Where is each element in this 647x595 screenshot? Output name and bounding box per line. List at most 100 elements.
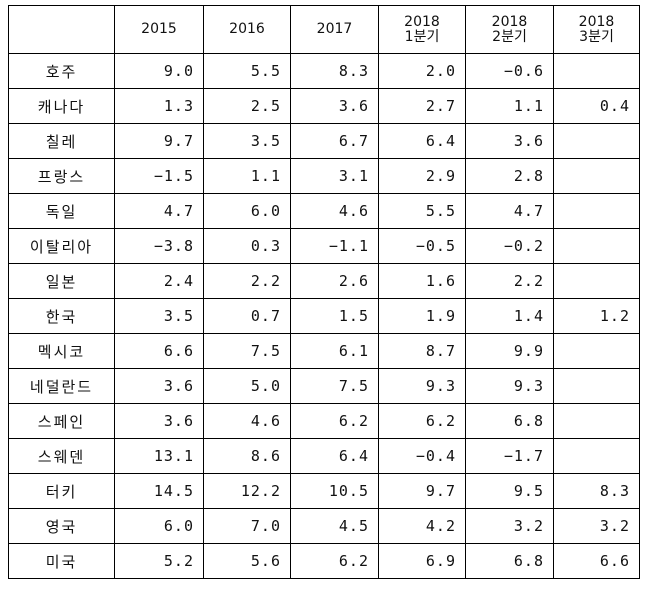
country-name-cell: 호주	[8, 53, 115, 89]
value-cell: 1.1	[465, 88, 554, 124]
value-cell: 4.7	[465, 193, 554, 229]
value-cell: 2.7	[378, 88, 466, 124]
value-cell: 4.5	[290, 508, 379, 544]
value-cell: 6.4	[378, 123, 466, 159]
table-row: 캐나다 1.3 2.5 3.6 2.7 1.1 0.4	[8, 88, 640, 124]
value-cell: 13.1	[114, 438, 204, 474]
value-cell: −3.8	[114, 228, 204, 264]
value-cell: 6.6	[553, 543, 640, 579]
country-name-cell: 스페인	[8, 403, 115, 439]
value-cell: 1.5	[290, 298, 379, 334]
header-cell-2018-q1: 2018 1분기	[378, 5, 466, 54]
value-cell: 4.6	[290, 193, 379, 229]
value-cell: −0.2	[465, 228, 554, 264]
table-row: 호주 9.0 5.5 8.3 2.0 −0.6	[8, 53, 640, 89]
value-cell	[553, 123, 640, 159]
header-row: 2015 2016 2017 2018 1분기 2018 2분기 2018 3분기	[8, 5, 640, 54]
value-cell: 10.5	[290, 473, 379, 509]
data-table-container: 2015 2016 2017 2018 1분기 2018 2분기 2018 3분기	[8, 5, 640, 579]
value-cell: 9.0	[114, 53, 204, 89]
value-cell: 3.5	[203, 123, 291, 159]
value-cell	[553, 438, 640, 474]
table-row: 독일 4.7 6.0 4.6 5.5 4.7	[8, 193, 640, 229]
value-cell: 8.7	[378, 333, 466, 369]
value-cell: 5.5	[378, 193, 466, 229]
value-cell: −0.6	[465, 53, 554, 89]
value-cell: 3.2	[465, 508, 554, 544]
country-name-cell: 이탈리아	[8, 228, 115, 264]
value-cell: 5.6	[203, 543, 291, 579]
table-row: 스웨덴 13.1 8.6 6.4 −0.4 −1.7	[8, 438, 640, 474]
table-row: 일본 2.4 2.2 2.6 1.6 2.2	[8, 263, 640, 299]
value-cell: 0.4	[553, 88, 640, 124]
header-cell-2016: 2016	[203, 5, 291, 54]
value-cell: 2.2	[203, 263, 291, 299]
value-cell: 1.3	[114, 88, 204, 124]
header-cell-2017: 2017	[290, 5, 379, 54]
value-cell: 2.6	[290, 263, 379, 299]
table-row: 멕시코 6.6 7.5 6.1 8.7 9.9	[8, 333, 640, 369]
value-cell: 6.7	[290, 123, 379, 159]
value-cell: 9.3	[378, 368, 466, 404]
header-cell-2018-q3: 2018 3분기	[553, 5, 640, 54]
value-cell: 9.3	[465, 368, 554, 404]
table-row: 영국 6.0 7.0 4.5 4.2 3.2 3.2	[8, 508, 640, 544]
value-cell: 6.8	[465, 403, 554, 439]
value-cell: 6.2	[290, 403, 379, 439]
country-name-cell: 프랑스	[8, 158, 115, 194]
value-cell: 3.6	[290, 88, 379, 124]
value-cell: 1.1	[203, 158, 291, 194]
value-cell: 5.0	[203, 368, 291, 404]
country-name-cell: 캐나다	[8, 88, 115, 124]
value-cell: 3.6	[465, 123, 554, 159]
value-cell	[553, 53, 640, 89]
value-cell: −1.5	[114, 158, 204, 194]
value-cell: −0.4	[378, 438, 466, 474]
value-cell: 9.5	[465, 473, 554, 509]
country-name-cell: 영국	[8, 508, 115, 544]
table-row: 한국 3.5 0.7 1.5 1.9 1.4 1.2	[8, 298, 640, 334]
table-row: 터키 14.5 12.2 10.5 9.7 9.5 8.3	[8, 473, 640, 509]
value-cell: 2.2	[465, 263, 554, 299]
value-cell: 3.5	[114, 298, 204, 334]
country-name-cell: 미국	[8, 543, 115, 579]
value-cell: 7.5	[290, 368, 379, 404]
value-cell: 9.7	[114, 123, 204, 159]
country-name-cell: 스웨덴	[8, 438, 115, 474]
value-cell: −1.7	[465, 438, 554, 474]
value-cell: 6.4	[290, 438, 379, 474]
value-cell	[553, 263, 640, 299]
value-cell: 1.9	[378, 298, 466, 334]
data-table: 2015 2016 2017 2018 1분기 2018 2분기 2018 3분기	[8, 5, 640, 579]
value-cell: 4.2	[378, 508, 466, 544]
country-name-cell: 칠레	[8, 123, 115, 159]
country-name-cell: 터키	[8, 473, 115, 509]
value-cell: 2.0	[378, 53, 466, 89]
header-cell-corner	[8, 5, 115, 54]
value-cell: 2.9	[378, 158, 466, 194]
table-row: 네덜란드 3.6 5.0 7.5 9.3 9.3	[8, 368, 640, 404]
value-cell: 3.6	[114, 368, 204, 404]
value-cell	[553, 333, 640, 369]
value-cell: 8.3	[553, 473, 640, 509]
value-cell: 1.4	[465, 298, 554, 334]
value-cell: 4.6	[203, 403, 291, 439]
country-name-cell: 독일	[8, 193, 115, 229]
value-cell: 4.7	[114, 193, 204, 229]
value-cell: 12.2	[203, 473, 291, 509]
value-cell	[553, 368, 640, 404]
value-cell	[553, 193, 640, 229]
value-cell: 0.3	[203, 228, 291, 264]
value-cell: 6.9	[378, 543, 466, 579]
country-name-cell: 네덜란드	[8, 368, 115, 404]
value-cell	[553, 158, 640, 194]
table-row: 미국 5.2 5.6 6.2 6.9 6.8 6.6	[8, 543, 640, 579]
value-cell: 2.5	[203, 88, 291, 124]
value-cell: 6.2	[290, 543, 379, 579]
value-cell	[553, 403, 640, 439]
value-cell: 1.6	[378, 263, 466, 299]
value-cell: 6.1	[290, 333, 379, 369]
value-cell: 2.8	[465, 158, 554, 194]
value-cell: 9.7	[378, 473, 466, 509]
value-cell: 6.6	[114, 333, 204, 369]
